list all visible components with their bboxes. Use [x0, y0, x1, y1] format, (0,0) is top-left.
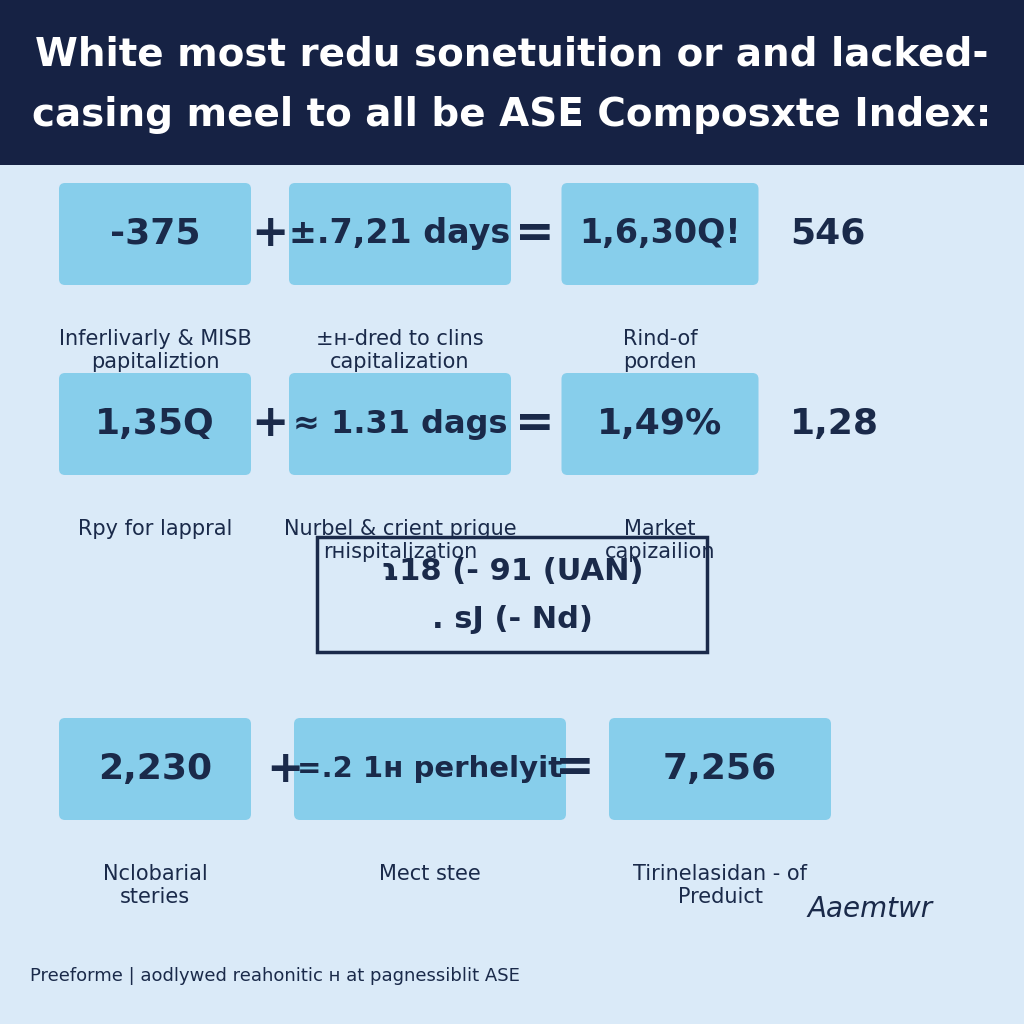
Text: casing meel to all be ASE Composxte Index:: casing meel to all be ASE Composxte Inde…: [33, 96, 991, 134]
Text: Inferlivarly & MISB
papitaliztion: Inferlivarly & MISB papitaliztion: [58, 329, 251, 372]
Text: 2,230: 2,230: [98, 752, 212, 786]
Text: =: =: [515, 401, 555, 446]
Text: Preeforme | aodlywed reahonitic н at pagnessiblit ASE: Preeforme | aodlywed reahonitic н at pag…: [30, 967, 520, 985]
Text: Nclobarial
steries: Nclobarial steries: [102, 864, 208, 907]
Text: =.2 1н perhelyit: =.2 1н perhelyit: [297, 755, 562, 783]
FancyBboxPatch shape: [59, 183, 251, 285]
Text: ≈ 1.31 dags: ≈ 1.31 dags: [293, 409, 507, 439]
Text: 1,35Q: 1,35Q: [95, 407, 215, 441]
Text: -375: -375: [110, 217, 201, 251]
Text: Market
capizailion: Market capizailion: [605, 519, 715, 562]
FancyBboxPatch shape: [59, 373, 251, 475]
Text: Aaemtwr: Aaemtwr: [808, 895, 933, 923]
Text: . sJ (- Nd): . sJ (- Nd): [431, 604, 593, 634]
Text: 546: 546: [790, 217, 865, 251]
Text: +: +: [251, 213, 289, 256]
Text: 1,49%: 1,49%: [597, 407, 723, 441]
Text: 1,6,30Q!: 1,6,30Q!: [580, 217, 740, 251]
FancyBboxPatch shape: [289, 373, 511, 475]
Text: ±.7,21 days: ±.7,21 days: [290, 217, 511, 251]
Text: +: +: [251, 402, 289, 445]
FancyBboxPatch shape: [289, 183, 511, 285]
FancyBboxPatch shape: [59, 718, 251, 820]
FancyBboxPatch shape: [561, 373, 759, 475]
Text: White most redu sonetuition or and lacked-: White most redu sonetuition or and lacke…: [35, 36, 989, 74]
FancyBboxPatch shape: [0, 0, 1024, 165]
Text: ɿ18 (- 91 (UAN): ɿ18 (- 91 (UAN): [381, 557, 643, 587]
Text: +: +: [266, 748, 304, 791]
Text: =: =: [555, 746, 595, 792]
Text: Nurbel & crient prigue
rнispitalization: Nurbel & crient prigue rнispitalization: [284, 519, 516, 562]
Text: 7,256: 7,256: [663, 752, 777, 786]
FancyBboxPatch shape: [294, 718, 566, 820]
Text: 1,28: 1,28: [790, 407, 879, 441]
Text: Rind-of
porden: Rind-of porden: [623, 329, 697, 372]
Text: =: =: [515, 212, 555, 256]
FancyBboxPatch shape: [317, 537, 707, 651]
FancyBboxPatch shape: [609, 718, 831, 820]
Text: ±н-dred to clins
capitalization: ±н-dred to clins capitalization: [316, 329, 483, 372]
Text: Tirinelasidan - of
Preduict: Tirinelasidan - of Preduict: [633, 864, 807, 907]
Text: Rpy for lappral: Rpy for lappral: [78, 519, 232, 539]
FancyBboxPatch shape: [561, 183, 759, 285]
Text: Mect stee: Mect stee: [379, 864, 481, 884]
